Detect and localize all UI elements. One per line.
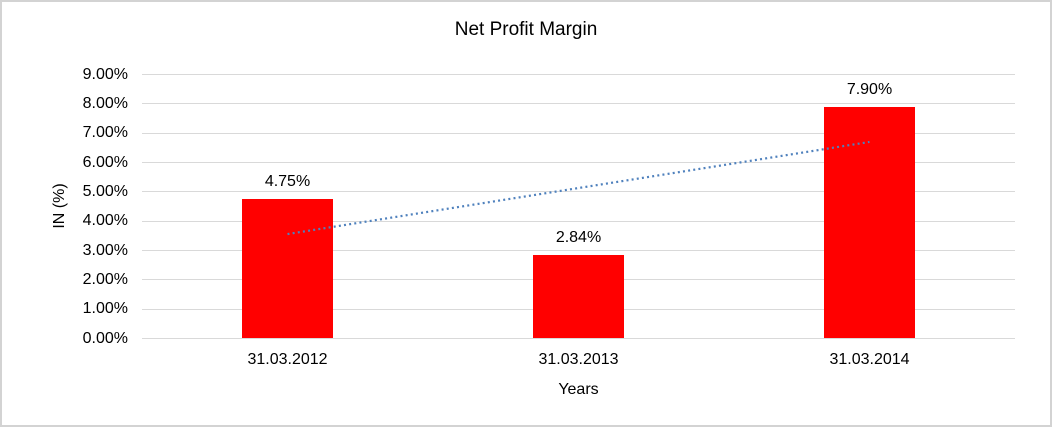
y-tick-label: 6.00% (82, 153, 128, 171)
data-label: 7.90% (846, 80, 893, 98)
gridline (142, 250, 1015, 251)
x-axis-title: Years (558, 381, 599, 398)
y-tick-label: 4.00% (82, 212, 128, 230)
y-tick-label: 5.00% (82, 182, 128, 200)
x-tick-label: 31.03.2014 (829, 351, 910, 368)
data-label: 4.75% (264, 173, 311, 191)
bar (533, 255, 624, 339)
gridline (142, 338, 1015, 339)
bar (242, 199, 333, 339)
gridline (142, 132, 1015, 134)
chart-title: Net Profit Margin (454, 19, 598, 40)
y-tick-label: 8.00% (82, 94, 128, 112)
y-tick-label: 7.00% (82, 124, 128, 142)
y-tick-label: 1.00% (82, 300, 128, 318)
x-tick-label: 31.03.2013 (538, 351, 619, 368)
gridline (142, 103, 1015, 105)
y-tick-label: 9.00% (82, 65, 128, 83)
y-tick-label: 0.00% (82, 329, 128, 347)
y-tick-label: 3.00% (82, 241, 128, 259)
gridline (142, 74, 1015, 75)
bar (824, 106, 915, 339)
data-label: 2.84% (555, 229, 602, 247)
y-tick-label: 2.00% (82, 270, 128, 288)
x-tick-label: 31.03.2012 (247, 351, 328, 368)
